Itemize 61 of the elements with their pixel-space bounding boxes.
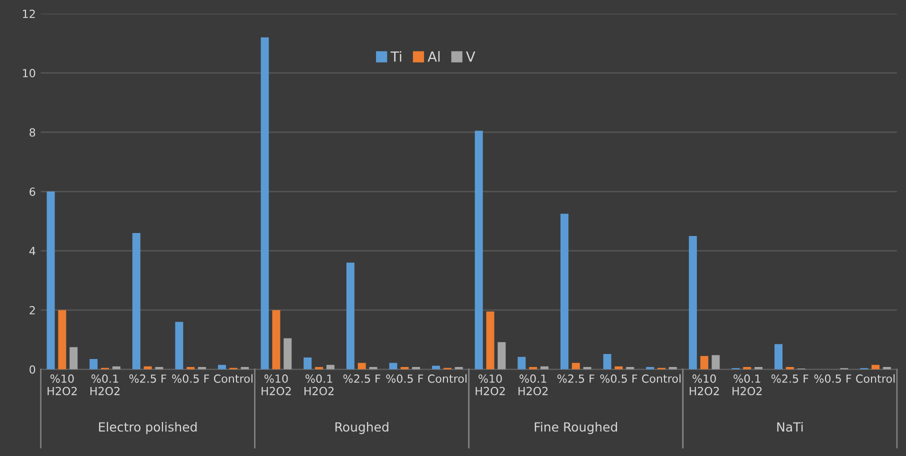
- x-tick-label: %10 H2O2: [48, 374, 77, 396]
- bar: [389, 362, 398, 370]
- x-tick-label: Control: [428, 374, 466, 383]
- bar: [46, 192, 55, 370]
- x-tick-label: %2.5 F: [343, 374, 380, 383]
- bar: [474, 130, 483, 370]
- text: Roughed: [335, 422, 388, 434]
- legend-label: V: [466, 52, 476, 62]
- y-tick-label: 4: [29, 246, 36, 256]
- x-tick-label: %0.5 F: [814, 374, 852, 383]
- x-tick-label: %2.5 F: [771, 374, 808, 383]
- bar: [486, 312, 494, 370]
- x-tick-label: %10 H2O2: [690, 374, 719, 396]
- x-tick-label: %0.5 F: [600, 374, 638, 383]
- x-tick-label: %0.1 H2O2: [732, 374, 762, 396]
- bar: [700, 356, 708, 370]
- bar: [90, 358, 98, 370]
- y-tick-label: 6: [30, 187, 36, 196]
- bar: [132, 233, 140, 370]
- y-tick-label: 10: [22, 68, 36, 78]
- x-tick-label: %0.5 F: [172, 374, 210, 383]
- text: Electro polished: [99, 422, 197, 434]
- x-tick-label: %0.5 F: [386, 374, 424, 383]
- bar: [498, 342, 506, 370]
- legend-label: Ti: [390, 51, 402, 62]
- bar: [218, 364, 226, 370]
- x-tick-label: %2.5 F: [129, 374, 166, 383]
- x-tick-label: Control: [214, 374, 252, 383]
- bar: [326, 364, 334, 370]
- bar: [712, 355, 720, 370]
- text: NaTi: [777, 422, 803, 432]
- x-tick-label: %0.1 H2O2: [304, 374, 334, 396]
- bar: [688, 236, 697, 370]
- x-tick-label: %0.1 H2O2: [518, 374, 548, 396]
- y-tick-label: 0: [30, 365, 36, 374]
- bar: [358, 362, 366, 370]
- bar: [774, 344, 782, 370]
- bar: [70, 347, 78, 370]
- bar: [572, 362, 580, 370]
- x-tick-label: %10 H2O2: [476, 374, 505, 396]
- bar: [58, 310, 66, 370]
- bar: [872, 364, 880, 370]
- bar: [304, 358, 312, 370]
- bar: [272, 310, 280, 370]
- x-tick-label: %2.5 F: [557, 374, 594, 383]
- x-tick-label: Control: [856, 374, 895, 383]
- y-tick-label: 2: [30, 306, 35, 314]
- x-tick-label: %0.1 H2O2: [90, 374, 120, 396]
- x-tick-label: %10 H2O2: [262, 374, 291, 396]
- x-tick-label: Control: [642, 374, 681, 383]
- bar: [518, 356, 526, 370]
- bar: [284, 338, 292, 370]
- text: Fine Roughed: [534, 422, 617, 434]
- bar: [260, 37, 269, 370]
- legend-label: Al: [428, 51, 440, 62]
- bar: [175, 322, 184, 370]
- bar: [603, 354, 612, 370]
- y-tick-label: 12: [22, 10, 35, 18]
- bar: [560, 214, 568, 370]
- bar: [346, 262, 354, 370]
- y-tick-label: 8: [30, 128, 36, 137]
